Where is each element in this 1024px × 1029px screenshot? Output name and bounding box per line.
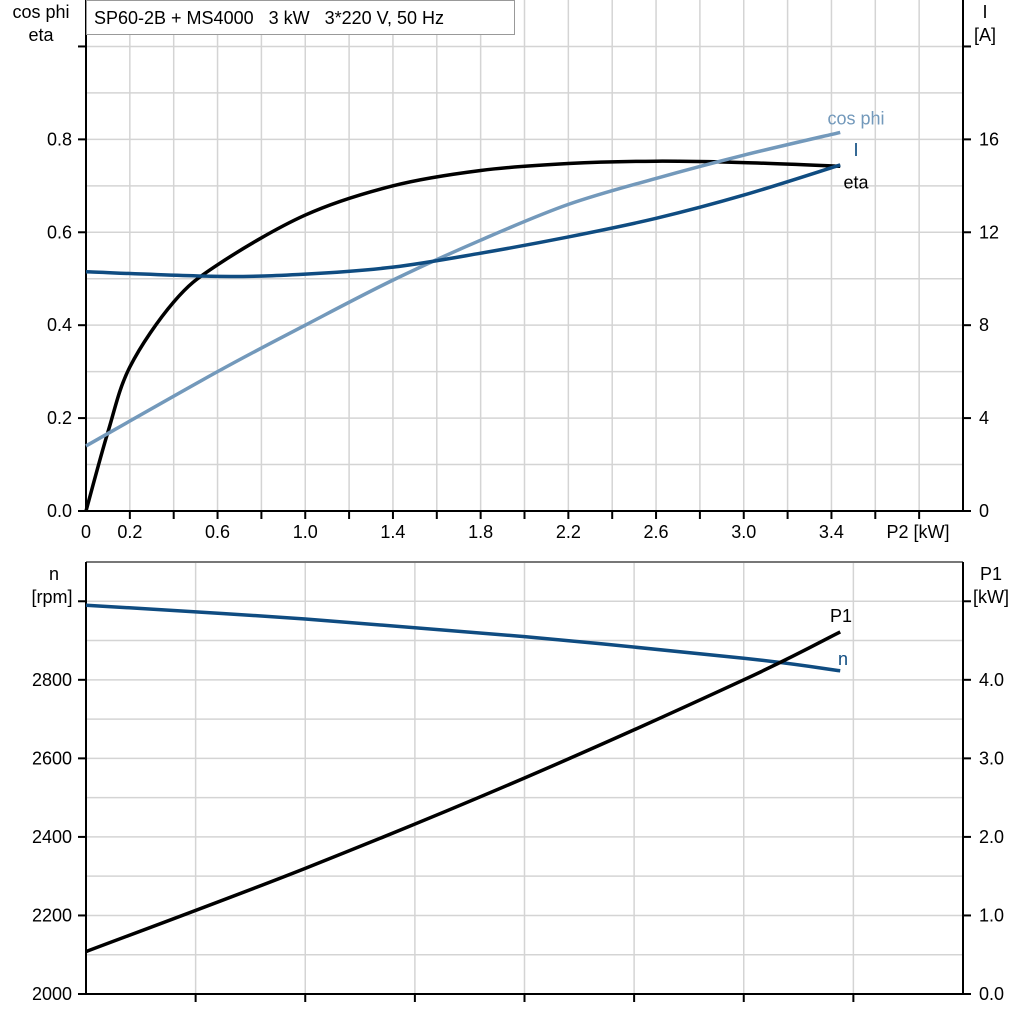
left-tick-label: 2400 bbox=[32, 827, 72, 847]
right-axis-title: [A] bbox=[974, 25, 996, 45]
right-tick-label: 4 bbox=[979, 408, 989, 428]
left-tick-label: 0.8 bbox=[47, 129, 72, 149]
series-label-eta: eta bbox=[843, 172, 869, 192]
left-axis-title: n bbox=[49, 564, 59, 584]
series-line-p1 bbox=[85, 630, 841, 954]
x-tick-label: 2.2 bbox=[556, 522, 581, 542]
left-axis-title: [rpm] bbox=[31, 587, 72, 607]
right-tick-label: 2.0 bbox=[979, 827, 1004, 847]
x-tick-label: 2.6 bbox=[644, 522, 669, 542]
right-tick-label: 16 bbox=[979, 129, 999, 149]
series-line-eta bbox=[84, 159, 841, 512]
bottom-grid bbox=[86, 562, 963, 994]
series-lines bbox=[84, 130, 841, 954]
title-box bbox=[86, 0, 515, 35]
series-line-i bbox=[85, 163, 841, 279]
series-label-n: n bbox=[838, 649, 848, 669]
right-tick-label: 12 bbox=[979, 222, 999, 242]
right-axis-title: P1 bbox=[980, 564, 1002, 584]
right-tick-label: 1.0 bbox=[979, 905, 1004, 925]
series-line-cos-phi bbox=[85, 130, 841, 448]
x-tick-label: 3.4 bbox=[819, 522, 844, 542]
axes bbox=[78, 0, 971, 1002]
left-tick-label: 2600 bbox=[32, 748, 72, 768]
left-tick-label: 0.2 bbox=[47, 408, 72, 428]
x-tick-label: 1.0 bbox=[293, 522, 318, 542]
right-tick-label: 0 bbox=[979, 501, 989, 521]
series-label-i: I bbox=[853, 140, 858, 160]
x-tick-label: 1.8 bbox=[468, 522, 493, 542]
top-grid bbox=[86, 0, 963, 511]
series-label-cos-phi: cos phi bbox=[827, 108, 884, 128]
left-axis-title: eta bbox=[28, 25, 54, 45]
labels: 0.0 0.2 0.4 0.6 0.8 0 4 8 12 16 0 0.2 0.6 1.0 1.4 1.8 2.… bbox=[12, 2, 1009, 1004]
right-tick-label: 3.0 bbox=[979, 748, 1004, 768]
series-label-p1: P1 bbox=[830, 606, 852, 626]
right-tick-label: 8 bbox=[979, 315, 989, 335]
right-tick-label: 4.0 bbox=[979, 670, 1004, 690]
right-tick-label: 0.0 bbox=[979, 984, 1004, 1004]
x-tick-label: 0.6 bbox=[205, 522, 230, 542]
left-axis-title: cos phi bbox=[12, 2, 69, 22]
x-tick-label: 0.2 bbox=[117, 522, 142, 542]
left-tick-label: 0.6 bbox=[47, 222, 72, 242]
left-tick-label: 2800 bbox=[32, 670, 72, 690]
x-tick-label: 0 bbox=[81, 522, 91, 542]
x-axis-label: P2 [kW] bbox=[886, 522, 949, 542]
left-tick-label: 2200 bbox=[32, 905, 72, 925]
left-tick-label: 0.0 bbox=[47, 501, 72, 521]
right-axis-title: [kW] bbox=[973, 587, 1009, 607]
x-tick-label: 3.0 bbox=[731, 522, 756, 542]
left-tick-label: 0.4 bbox=[47, 315, 72, 335]
right-axis-title: I bbox=[982, 2, 987, 22]
chart-title: SP60-2B + MS4000 3 kW 3*220 V, 50 Hz bbox=[94, 8, 444, 28]
series-line-n bbox=[85, 603, 841, 673]
x-tick-label: 1.4 bbox=[380, 522, 405, 542]
left-tick-label: 2000 bbox=[32, 984, 72, 1004]
